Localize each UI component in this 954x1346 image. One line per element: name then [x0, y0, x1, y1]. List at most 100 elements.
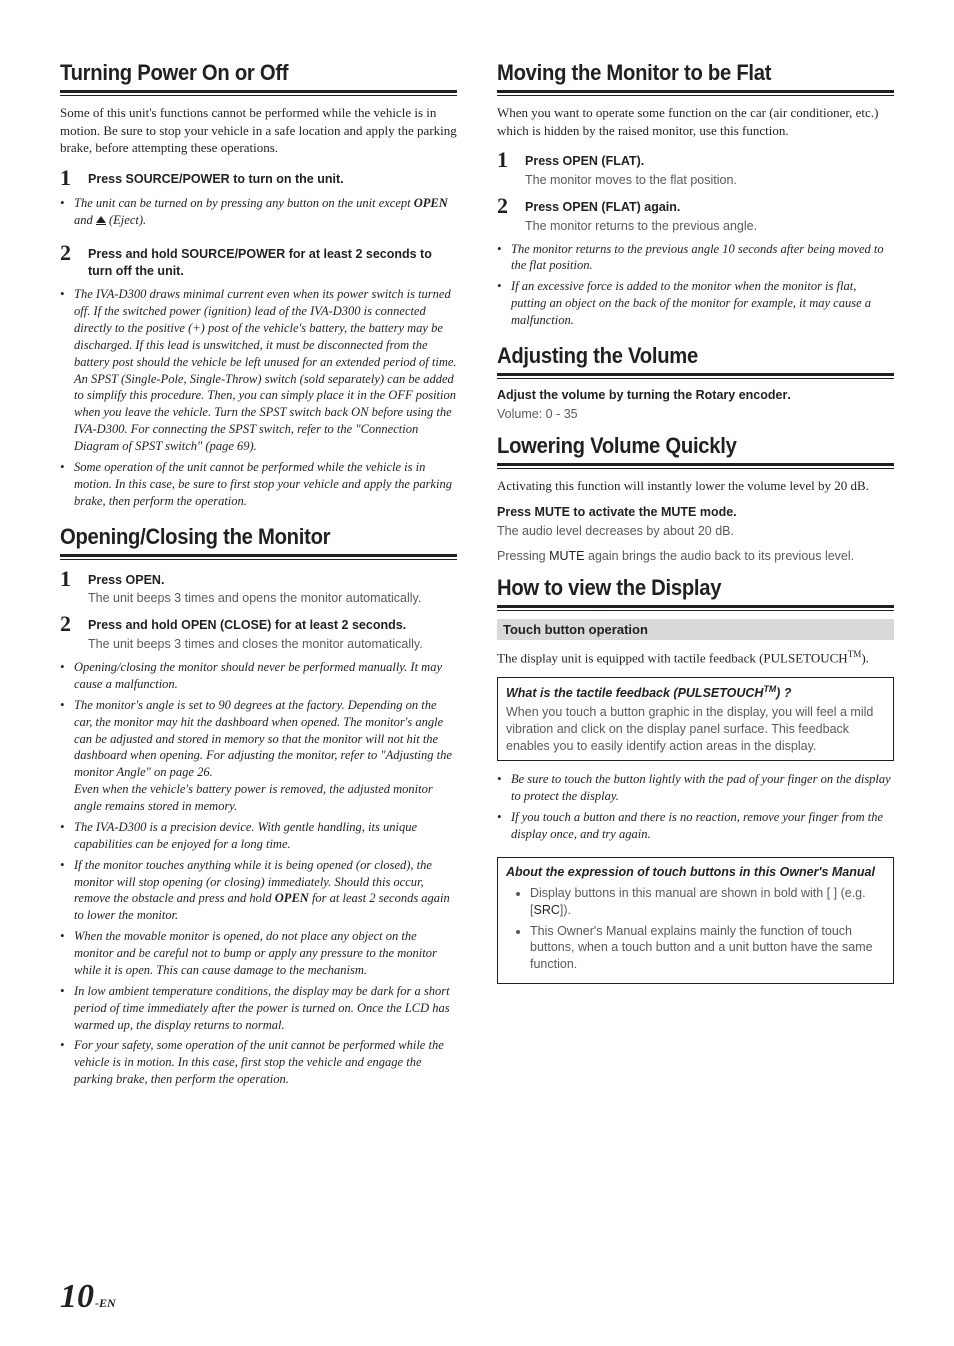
step-body: Press and hold OPEN (CLOSE) for at least…: [88, 613, 423, 653]
step-body: Press OPEN. The unit beeps 3 times and o…: [88, 568, 421, 608]
t: Press and hold: [88, 618, 181, 632]
keyword: OPEN: [126, 573, 161, 587]
tm: TM: [763, 684, 776, 694]
note: Some operation of the unit cannot be per…: [60, 459, 457, 510]
note: If the monitor touches anything while it…: [60, 857, 457, 925]
t: OPEN: [275, 891, 309, 905]
t: ).: [861, 650, 869, 665]
info-box: About the expression of touch buttons in…: [497, 857, 894, 984]
note: The monitor's angle is set to 90 degrees…: [60, 697, 457, 815]
section-rule: [60, 554, 457, 560]
section-rule: [497, 605, 894, 611]
eject-icon: [96, 216, 106, 223]
right-column: Moving the Monitor to be Flat When you w…: [497, 60, 894, 1102]
section-title: Adjusting the Volume: [497, 343, 862, 371]
t: The unit can be turned on by pressing an…: [74, 196, 414, 210]
t: Press: [525, 154, 563, 168]
box-list: Display buttons in this manual are shown…: [506, 885, 885, 973]
step-body: Press and hold SOURCE/POWER for at least…: [88, 242, 457, 280]
section-rule: [60, 90, 457, 96]
note: When the movable monitor is opened, do n…: [60, 928, 457, 979]
section-title: Lowering Volume Quickly: [497, 433, 862, 461]
sub-heading: Touch button operation: [497, 619, 894, 640]
step-sub: The monitor returns to the previous angl…: [525, 218, 757, 235]
t: Adjust the volume by turning the: [497, 388, 696, 402]
t: .: [161, 573, 164, 587]
step-sub: The unit beeps 3 times and opens the mon…: [88, 590, 421, 607]
note: The monitor returns to the previous angl…: [497, 241, 894, 275]
section-title: How to view the Display: [497, 575, 862, 603]
intro-text: Some of this unit's functions cannot be …: [60, 104, 457, 157]
keyword: OPEN (CLOSE): [181, 618, 271, 632]
intro-text: Activating this function will instantly …: [497, 477, 894, 495]
keyword: OPEN (FLAT): [563, 154, 641, 168]
t: (Eject).: [106, 213, 146, 227]
page-num-suffix: -EN: [95, 1296, 116, 1310]
t: to turn on the unit.: [230, 172, 344, 186]
step: 2 Press and hold SOURCE/POWER for at lea…: [60, 242, 457, 280]
note: For your safety, some operation of the u…: [60, 1037, 457, 1088]
step-body: Press OPEN (FLAT). The monitor moves to …: [525, 149, 737, 189]
t: The display unit is equipped with tactil…: [497, 650, 848, 665]
t: Display buttons in this manual are shown…: [530, 886, 866, 917]
step: 1 Press OPEN. The unit beeps 3 times and…: [60, 568, 457, 608]
step: 1 Press SOURCE/POWER to turn on the unit…: [60, 167, 457, 189]
instruction-line: Press MUTE to activate the MUTE mode.: [497, 504, 894, 521]
volume-range: Volume: 0 - 35: [497, 406, 894, 423]
intro-text: The display unit is equipped with tactil…: [497, 648, 894, 667]
page-num-value: 10: [60, 1278, 94, 1315]
note: The unit can be turned on by pressing an…: [60, 195, 457, 229]
t: Even when the vehicle's battery power is…: [74, 781, 457, 815]
left-column: Turning Power On or Off Some of this uni…: [60, 60, 457, 1102]
two-column-layout: Turning Power On or Off Some of this uni…: [60, 60, 894, 1102]
step-sub: The monitor moves to the flat position.: [525, 172, 737, 189]
note: In low ambient temperature conditions, t…: [60, 983, 457, 1034]
keyword: SOURCE/POWER: [181, 247, 285, 261]
t: Press: [497, 505, 535, 519]
section-title: Turning Power On or Off: [60, 60, 425, 88]
t: Press: [525, 200, 563, 214]
notes-list: The monitor returns to the previous angl…: [497, 241, 894, 329]
t: The monitor's angle is set to 90 degrees…: [74, 698, 452, 780]
step-number: 1: [497, 149, 515, 189]
step-sub: The unit beeps 3 times and closes the mo…: [88, 636, 423, 653]
step-number: 2: [60, 242, 78, 280]
keyword: MUTE: [549, 549, 584, 563]
t: again.: [641, 200, 681, 214]
t: An SPST (Single-Pole, Single-Throw) swit…: [74, 371, 457, 455]
t: and: [74, 213, 96, 227]
note: Be sure to touch the button lightly with…: [497, 771, 894, 805]
t: What is the tactile feedback (PULSETOUCH: [506, 686, 763, 700]
box-body: When you touch a button graphic in the d…: [506, 704, 885, 755]
t: ) ?: [776, 686, 791, 700]
page-number: 10-EN: [60, 1278, 116, 1316]
list-item: Display buttons in this manual are shown…: [530, 885, 885, 919]
section-rule: [497, 463, 894, 469]
t: Press: [88, 172, 126, 186]
section-rule: [497, 90, 894, 96]
sub-line: The audio level decreases by about 20 dB…: [497, 523, 894, 540]
step-number: 1: [60, 568, 78, 608]
notes-list: Opening/closing the monitor should never…: [60, 659, 457, 1088]
t: for at least 2 seconds.: [271, 618, 406, 632]
step: 2 Press OPEN (FLAT) again. The monitor r…: [497, 195, 894, 235]
step-body: Press OPEN (FLAT) again. The monitor ret…: [525, 195, 757, 235]
section-title: Opening/Closing the Monitor: [60, 524, 425, 552]
t: ]).: [560, 903, 571, 917]
para: Pressing MUTE again brings the audio bac…: [497, 548, 894, 565]
note: The IVA-D300 draws minimal current even …: [60, 286, 457, 455]
box-title: About the expression of touch buttons in…: [506, 864, 885, 881]
note: If you touch a button and there is no re…: [497, 809, 894, 843]
step: 2 Press and hold OPEN (CLOSE) for at lea…: [60, 613, 457, 653]
info-box: What is the tactile feedback (PULSETOUCH…: [497, 677, 894, 762]
step-number: 2: [497, 195, 515, 235]
step-number: 2: [60, 613, 78, 653]
note: If an excessive force is added to the mo…: [497, 278, 894, 329]
list-item: This Owner's Manual explains mainly the …: [530, 923, 885, 974]
keyword: SOURCE/POWER: [126, 172, 230, 186]
notes-list: The IVA-D300 draws minimal current even …: [60, 286, 457, 509]
t: The IVA-D300 draws minimal current even …: [74, 287, 457, 369]
box-title: What is the tactile feedback (PULSETOUCH…: [506, 684, 885, 702]
keyword: OPEN (FLAT): [563, 200, 641, 214]
keyword: MUTE: [535, 505, 570, 519]
